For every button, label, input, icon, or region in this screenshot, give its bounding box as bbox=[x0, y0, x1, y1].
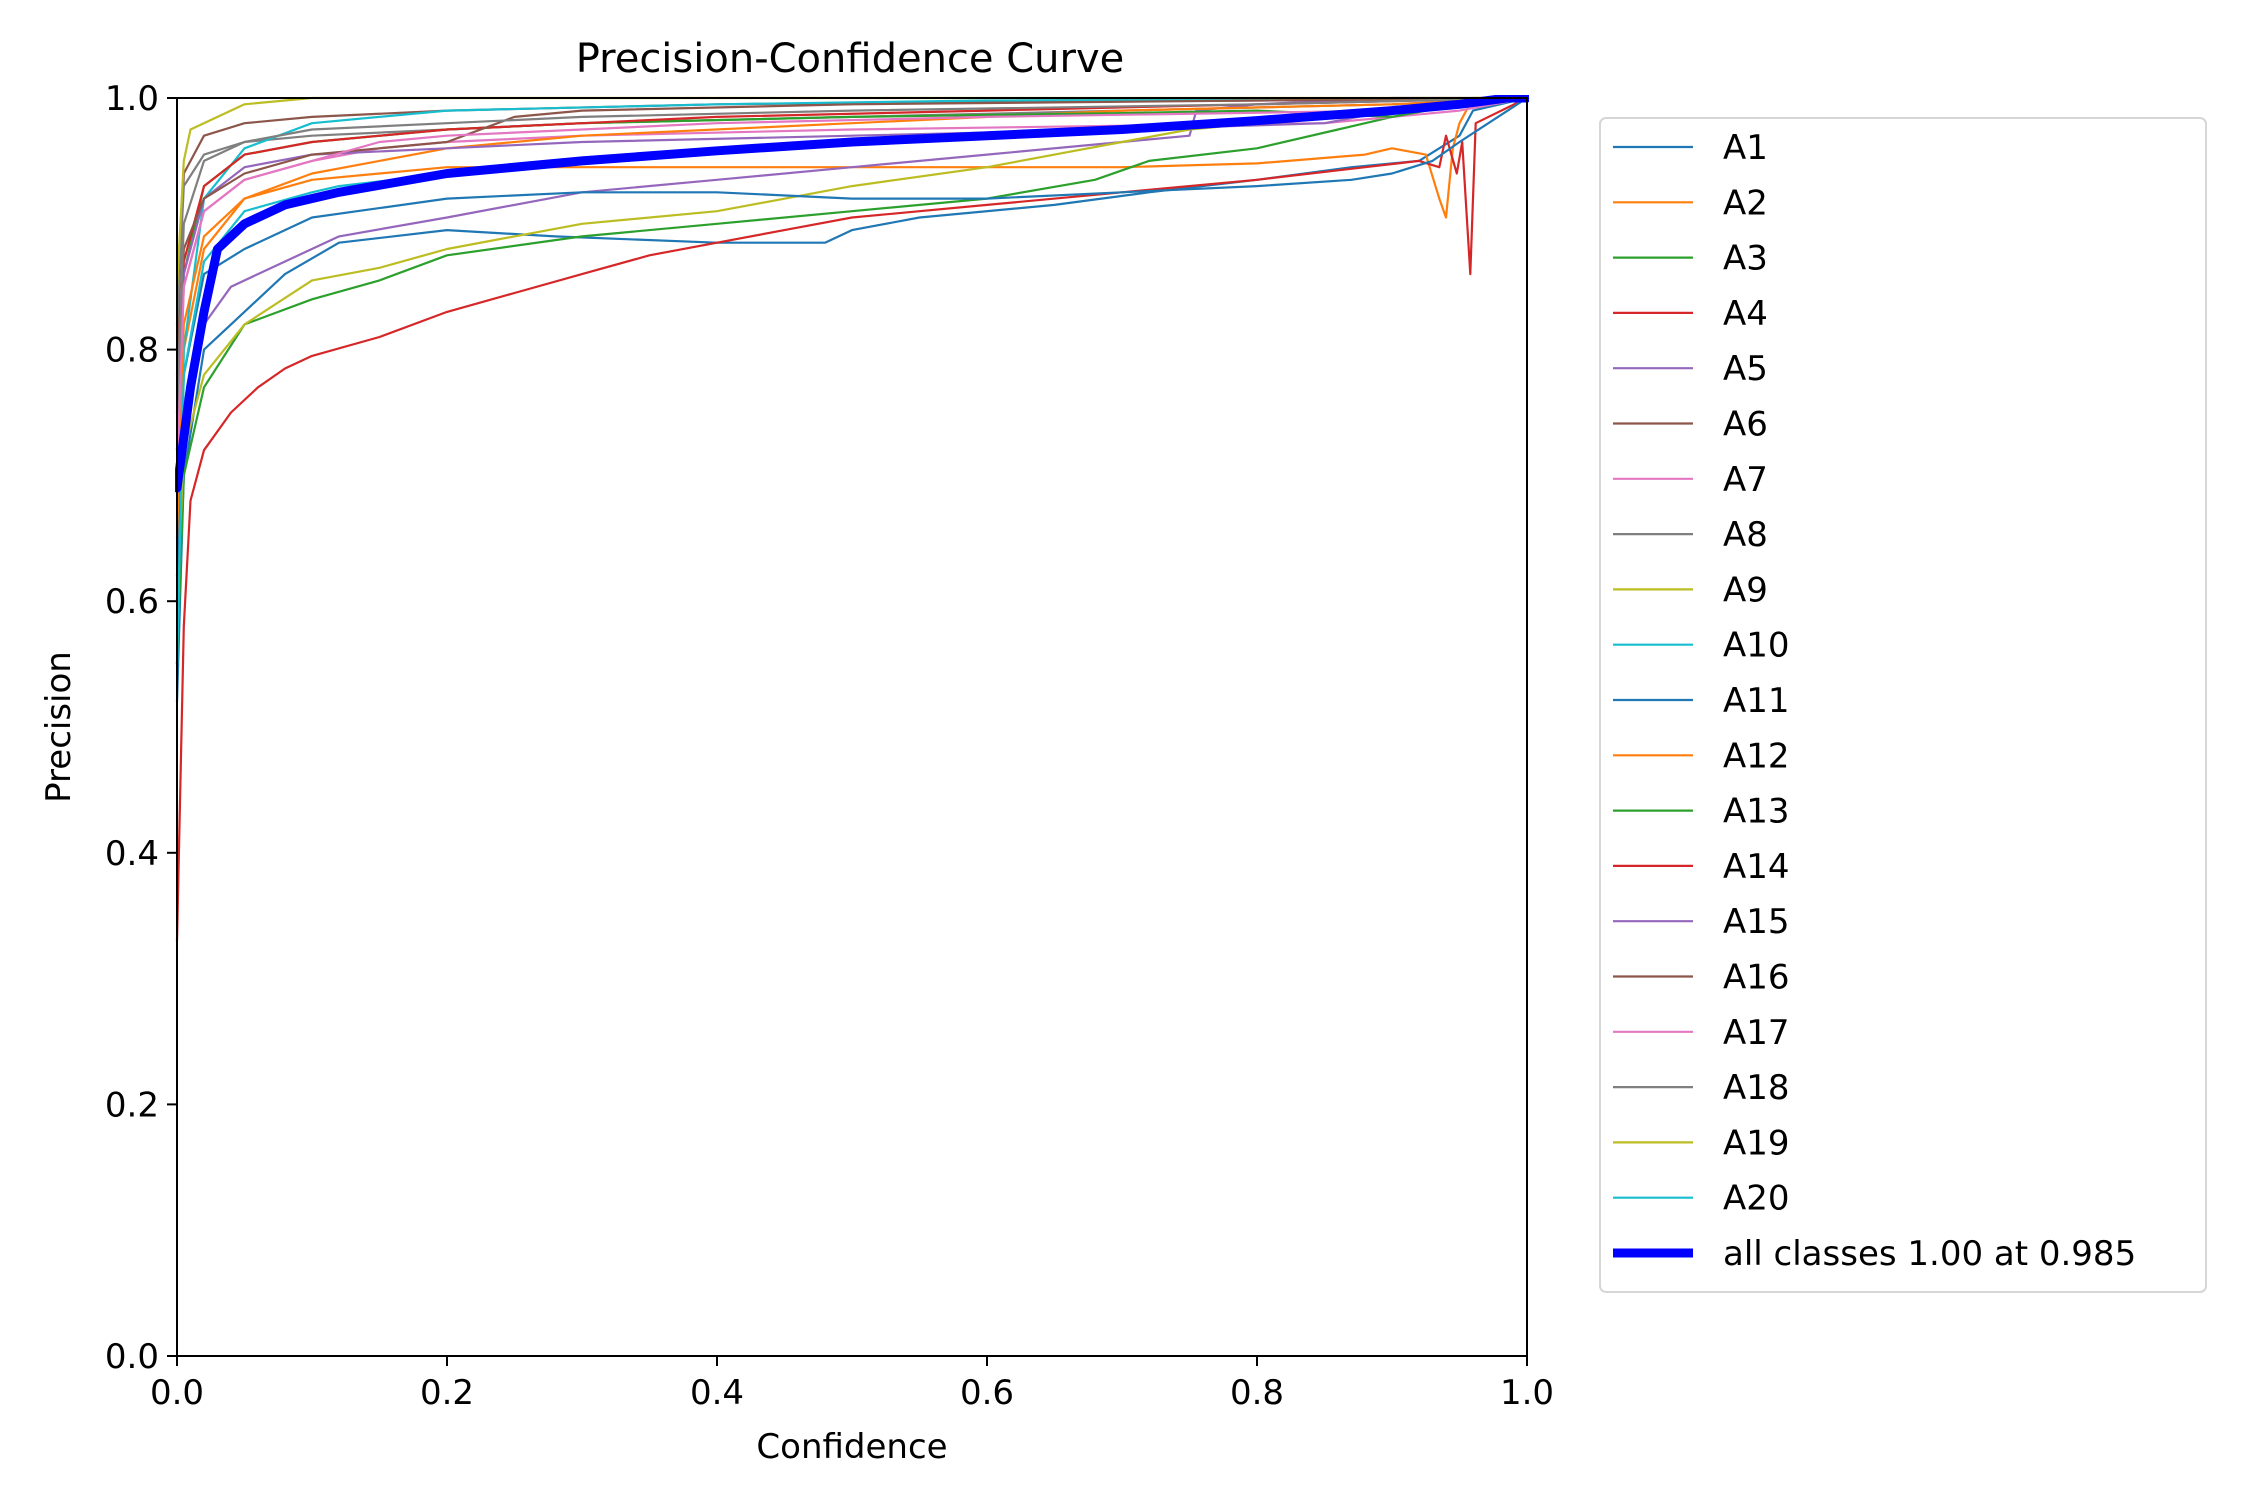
series-line-a17 bbox=[175, 96, 1529, 477]
legend-label: A1 bbox=[1723, 128, 1768, 168]
series-line-a16 bbox=[175, 96, 1529, 376]
x-tick-label: 0.4 bbox=[690, 1373, 744, 1413]
series-line-a18 bbox=[175, 96, 1529, 414]
y-tick-label: 0.2 bbox=[105, 1085, 159, 1125]
series-line-a3 bbox=[175, 96, 1529, 666]
legend-entry: A2 bbox=[1613, 183, 1768, 223]
legend-label: A5 bbox=[1723, 349, 1768, 389]
legend-label: A18 bbox=[1723, 1068, 1790, 1108]
legend-entry: A4 bbox=[1613, 294, 1768, 334]
legend-entry: A13 bbox=[1613, 792, 1790, 832]
legend: A1 A2 A3 A4 A5 A6 A7 A8 A9 A10 A11 A12 A13 A14 A15 A16 A… bbox=[1599, 117, 2207, 1293]
legend-entry: A20 bbox=[1613, 1179, 1790, 1219]
legend-label: A14 bbox=[1723, 847, 1790, 887]
legend-entry: A6 bbox=[1613, 405, 1768, 445]
legend-entry: A5 bbox=[1613, 349, 1768, 389]
x-tick-label: 0.8 bbox=[1230, 1373, 1284, 1413]
y-tick-label: 0.0 bbox=[105, 1337, 159, 1377]
y-tick-label: 1.0 bbox=[105, 79, 159, 119]
series-line-a4 bbox=[175, 96, 1529, 942]
legend-items: A1 A2 A3 A4 A5 A6 A7 A8 A9 A10 A11 A12 A13 A14 A15 A16 A… bbox=[1613, 128, 2136, 1274]
legend-label: A4 bbox=[1723, 294, 1768, 334]
legend-entry: A12 bbox=[1613, 736, 1790, 776]
legend-label: A3 bbox=[1723, 239, 1768, 279]
legend-entry: A19 bbox=[1613, 1123, 1790, 1163]
legend-entry: A1 bbox=[1613, 128, 1768, 168]
legend-label: A15 bbox=[1723, 902, 1790, 942]
x-tick-label: 0.2 bbox=[420, 1373, 474, 1413]
legend-entry: A9 bbox=[1613, 570, 1768, 610]
y-tick-label: 0.6 bbox=[105, 582, 159, 622]
legend-label: A16 bbox=[1723, 958, 1790, 998]
legend-label: A10 bbox=[1723, 626, 1790, 666]
legend-entry: A11 bbox=[1613, 681, 1790, 721]
legend-entry: A15 bbox=[1613, 902, 1790, 942]
legend-label: A2 bbox=[1723, 183, 1768, 223]
legend-label: A9 bbox=[1723, 570, 1768, 610]
legend-label: A7 bbox=[1723, 460, 1768, 500]
series-line-a15 bbox=[175, 96, 1529, 452]
legend-entry: A7 bbox=[1613, 460, 1768, 500]
y-axis-ticks: 0.0 0.2 0.4 0.6 0.8 1.0 bbox=[105, 79, 177, 1377]
y-axis-label: Precision bbox=[39, 651, 79, 803]
legend-entry: A3 bbox=[1613, 239, 1768, 279]
legend-entry: A10 bbox=[1613, 626, 1790, 666]
legend-entry: A16 bbox=[1613, 958, 1790, 998]
legend-entry: all classes 1.00 at 0.985 bbox=[1613, 1234, 2136, 1274]
x-tick-label: 1.0 bbox=[1500, 1373, 1554, 1413]
legend-label: A12 bbox=[1723, 736, 1790, 776]
legend-label: A19 bbox=[1723, 1123, 1790, 1163]
legend-label: A17 bbox=[1723, 1013, 1790, 1053]
x-axis-ticks: 0.0 0.2 0.4 0.6 0.8 1.0 bbox=[150, 1356, 1554, 1413]
y-tick-label: 0.8 bbox=[105, 331, 159, 371]
series-line-a11 bbox=[175, 96, 1529, 578]
legend-box bbox=[1599, 117, 2207, 1293]
legend-label: A20 bbox=[1723, 1179, 1790, 1219]
x-tick-label: 0.6 bbox=[960, 1373, 1014, 1413]
x-tick-label: 0.0 bbox=[150, 1373, 204, 1413]
legend-label: A8 bbox=[1723, 515, 1768, 555]
legend-entry: A8 bbox=[1613, 515, 1768, 555]
legend-label: A13 bbox=[1723, 792, 1790, 832]
legend-label: A6 bbox=[1723, 405, 1768, 445]
y-tick-label: 0.4 bbox=[105, 834, 159, 874]
legend-entry: A14 bbox=[1613, 847, 1790, 887]
legend-label: A11 bbox=[1723, 681, 1790, 721]
legend-entry: A17 bbox=[1613, 1013, 1790, 1053]
x-axis-label: Confidence bbox=[756, 1427, 947, 1467]
plot-frame bbox=[176, 97, 1528, 1357]
legend-entry: A18 bbox=[1613, 1068, 1790, 1108]
series-line-all bbox=[175, 95, 1529, 493]
chart-title: Precision-Confidence Curve bbox=[576, 36, 1125, 82]
legend-label: all classes 1.00 at 0.985 bbox=[1723, 1234, 2136, 1274]
